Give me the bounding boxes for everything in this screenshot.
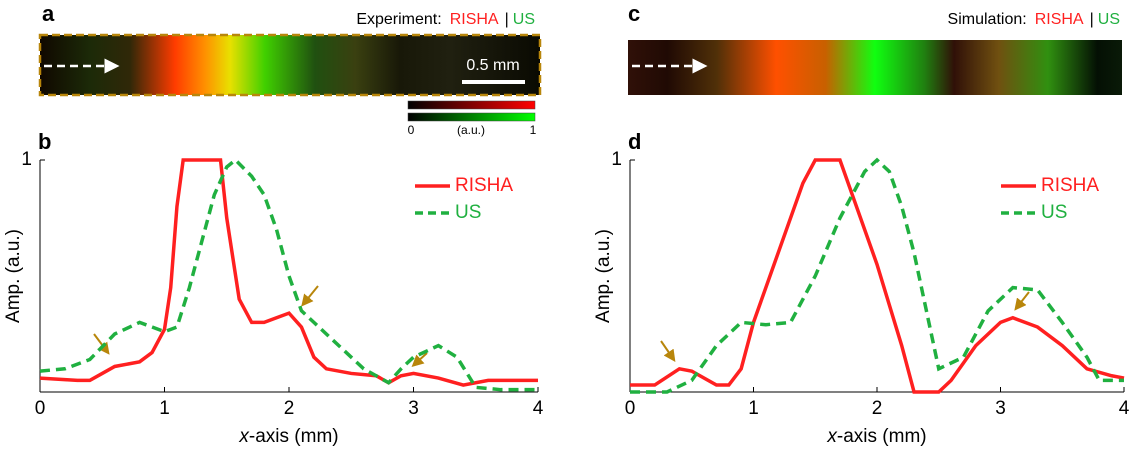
legend-label: US (455, 202, 481, 223)
legend-label: US (1041, 202, 1067, 223)
header-sep: | (505, 11, 509, 28)
y-tick-label: 1 (611, 149, 622, 170)
legend-label: RISHA (455, 175, 513, 196)
x-tick-label: 2 (872, 398, 883, 419)
panel-label: d (628, 129, 641, 154)
panel-label: b (38, 129, 51, 154)
strip-header: Simulation: RISHA |US (948, 11, 1120, 28)
header-name: RISHA (450, 11, 499, 28)
x-axis-label: x-axis (mm) (826, 426, 926, 447)
x-tick-label: 3 (408, 398, 419, 419)
simulation-strip (628, 40, 1122, 95)
header-title: Experiment: (356, 11, 441, 28)
x-tick-label: 2 (284, 398, 295, 419)
colorbar-label: 0 (408, 123, 415, 137)
y-axis-label: Amp. (a.u.) (593, 229, 614, 323)
header-sep: | (1090, 11, 1094, 28)
y-tick-label: 1 (21, 149, 32, 170)
x-axis-label: x-axis (mm) (238, 426, 338, 447)
x-tick-label: 1 (159, 398, 170, 419)
legend-label: RISHA (1041, 175, 1099, 196)
x-tick-label: 1 (748, 398, 759, 419)
colorbar-label: (a.u.) (457, 123, 485, 137)
colorbar (408, 113, 535, 121)
colorbar (408, 101, 535, 109)
x-tick-label: 0 (35, 398, 46, 419)
header-name: US (1098, 11, 1120, 28)
arrow (1018, 292, 1029, 306)
strip-header: Experiment: RISHA |US (356, 11, 535, 28)
x-tick-label: 3 (995, 398, 1006, 419)
x-axis-text: -axis (mm) (249, 426, 339, 447)
x-tick-label: 0 (625, 398, 636, 419)
colorbar-label: 1 (530, 123, 537, 137)
scale-label: 0.5 mm (466, 57, 519, 74)
figure: a Experiment:RISHA|US 0.5 mm 0 (a.u.) 1 … (0, 0, 1134, 452)
arrow (661, 341, 672, 357)
arrow (305, 286, 318, 302)
panel-label: a (42, 1, 55, 26)
x-tick-label: 4 (1119, 398, 1130, 419)
header-name: RISHA (1035, 11, 1084, 28)
header-title: Simulation: (948, 11, 1027, 28)
experiment-strip (40, 35, 540, 95)
panel-label: c (628, 1, 640, 26)
header-name: US (513, 11, 535, 28)
x-axis-text: -axis (mm) (837, 426, 927, 447)
y-axis-label: Amp. (a.u.) (3, 229, 24, 323)
x-tick-label: 4 (533, 398, 544, 419)
